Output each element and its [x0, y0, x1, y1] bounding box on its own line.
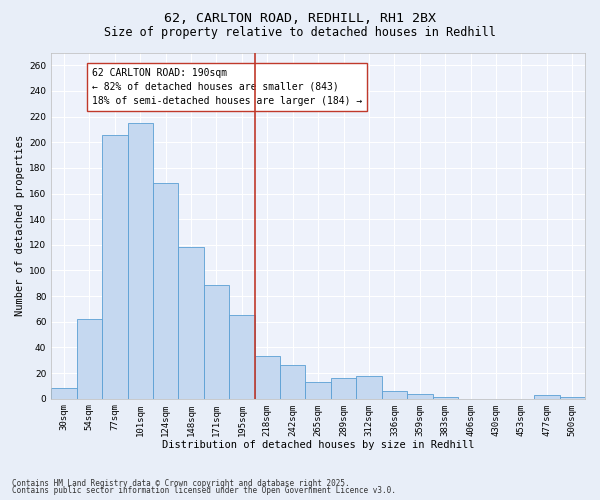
Bar — [178, 248, 204, 398]
X-axis label: Distribution of detached houses by size in Redhill: Distribution of detached houses by size … — [162, 440, 475, 450]
Bar — [305, 382, 331, 398]
Bar — [77, 319, 102, 398]
Bar — [356, 376, 382, 398]
Bar — [153, 184, 178, 398]
Bar — [128, 123, 153, 398]
Bar — [407, 394, 433, 398]
Text: 62 CARLTON ROAD: 190sqm
← 82% of detached houses are smaller (843)
18% of semi-d: 62 CARLTON ROAD: 190sqm ← 82% of detache… — [92, 68, 362, 106]
Text: Contains HM Land Registry data © Crown copyright and database right 2025.: Contains HM Land Registry data © Crown c… — [12, 478, 350, 488]
Text: 62, CARLTON ROAD, REDHILL, RH1 2BX: 62, CARLTON ROAD, REDHILL, RH1 2BX — [164, 12, 436, 26]
Bar — [51, 388, 77, 398]
Bar — [382, 391, 407, 398]
Bar — [331, 378, 356, 398]
Text: Size of property relative to detached houses in Redhill: Size of property relative to detached ho… — [104, 26, 496, 39]
Bar — [534, 395, 560, 398]
Bar — [229, 316, 254, 398]
Bar — [102, 134, 128, 398]
Bar — [254, 356, 280, 399]
Bar — [280, 366, 305, 398]
Text: Contains public sector information licensed under the Open Government Licence v3: Contains public sector information licen… — [12, 486, 396, 495]
Y-axis label: Number of detached properties: Number of detached properties — [15, 135, 25, 316]
Bar — [204, 284, 229, 399]
